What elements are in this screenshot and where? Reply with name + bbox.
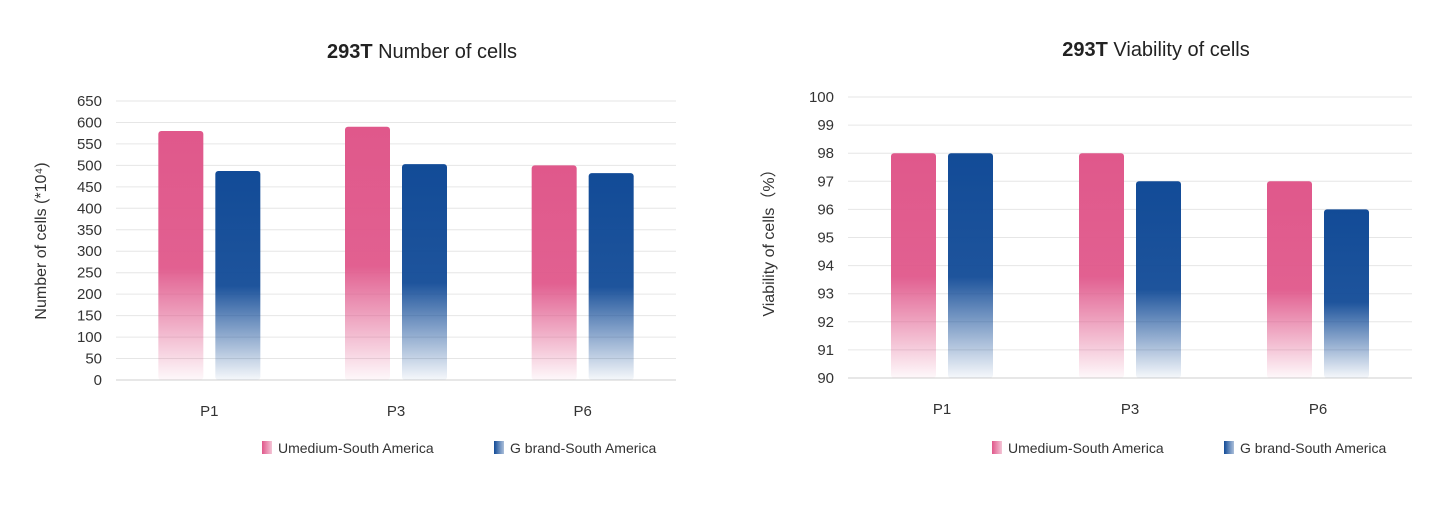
y-tick-label: 600	[77, 114, 102, 131]
y-tick-label: 96	[817, 201, 834, 218]
legend-swatch	[494, 441, 504, 454]
y-tick-label: 650	[77, 93, 102, 110]
bar-p3-series-1	[1079, 153, 1124, 378]
legend-label: Umedium-South America	[278, 440, 434, 456]
chart-title: 293T Viability of cells	[1062, 39, 1250, 61]
chart-title: 293T Number of cells	[327, 41, 517, 63]
chart-cell-number: 293T Number of cells Number of cells (*1…	[33, 41, 676, 456]
bar-p3-series-2	[402, 164, 447, 380]
x-tick-labels: P1 P3 P6	[200, 403, 592, 420]
y-axis-label: Viability of cells（%）	[760, 161, 778, 316]
y-tick-label: 98	[817, 145, 834, 162]
legend-label: Umedium-South America	[1008, 440, 1164, 456]
x-tick-labels: P1 P3 P6	[933, 401, 1327, 418]
grid	[116, 100, 676, 381]
bar-p1-series-1	[158, 131, 204, 380]
bar-p1-series-2	[215, 170, 261, 380]
bars	[891, 153, 1369, 378]
y-tick-label: 200	[77, 286, 102, 303]
y-tick-label: 250	[77, 265, 102, 282]
y-tick-label: 450	[77, 179, 102, 196]
y-tick-label: 300	[77, 243, 102, 260]
y-tick-label: 97	[817, 173, 834, 190]
y-tick-label: 91	[817, 342, 834, 359]
grid	[848, 96, 1412, 379]
y-tick-label: 150	[77, 308, 102, 325]
bar-p3-series-1	[345, 126, 390, 380]
legend-label: G brand-South America	[1240, 440, 1387, 456]
y-tick-label: 550	[77, 136, 102, 153]
bar-p3-series-2	[1136, 181, 1181, 378]
bar-p1-series-1	[891, 153, 936, 378]
x-tick-label: P6	[573, 403, 591, 420]
x-tick-label: P6	[1309, 401, 1327, 418]
legend-swatch	[262, 441, 272, 454]
x-tick-label: P1	[200, 403, 218, 420]
y-axis-label: Number of cells (*10⁴)	[33, 162, 50, 319]
y-tick-label: 90	[817, 370, 834, 387]
y-tick-label: 100	[809, 89, 834, 106]
bar-p1-series-2	[948, 153, 993, 378]
y-tick-label: 500	[77, 157, 102, 174]
chart-viability: 293T Viability of cells Viability of cel…	[760, 39, 1412, 456]
y-tick-label: 400	[77, 200, 102, 217]
bar-p6-series-1	[1267, 181, 1312, 378]
chart-panel-cell-number: 293T Number of cells Number of cells (*1…	[0, 0, 720, 513]
legend-swatch	[1224, 441, 1234, 454]
y-tick-labels: 0 50 100 150 200 250 300 350 400 450 500 550 600 650	[77, 93, 102, 389]
bar-p6-series-1	[531, 165, 577, 380]
y-tick-label: 350	[77, 222, 102, 239]
x-tick-label: P1	[933, 401, 951, 418]
legend-swatch	[992, 441, 1002, 454]
legend: Umedium-South America G brand-South Ameri…	[262, 440, 657, 456]
y-tick-label: 100	[77, 329, 102, 346]
y-tick-label: 50	[85, 351, 102, 368]
y-tick-label: 93	[817, 286, 834, 303]
y-tick-label: 0	[94, 372, 102, 389]
x-tick-label: P3	[387, 403, 405, 420]
y-tick-label: 99	[817, 117, 834, 134]
bars	[158, 126, 634, 380]
y-tick-label: 92	[817, 314, 834, 331]
legend: Umedium-South America G brand-South Ameri…	[992, 440, 1387, 456]
y-tick-label: 95	[817, 230, 834, 247]
x-tick-label: P3	[1121, 401, 1139, 418]
y-tick-label: 94	[817, 258, 834, 275]
y-tick-labels: 90 91 92 93 94 95 96 97 98 99 100	[809, 89, 834, 387]
legend-label: G brand-South America	[510, 440, 657, 456]
bar-p6-series-2	[1324, 209, 1369, 378]
chart-panel-viability: 293T Viability of cells Viability of cel…	[724, 0, 1448, 513]
bar-p6-series-2	[588, 173, 634, 380]
